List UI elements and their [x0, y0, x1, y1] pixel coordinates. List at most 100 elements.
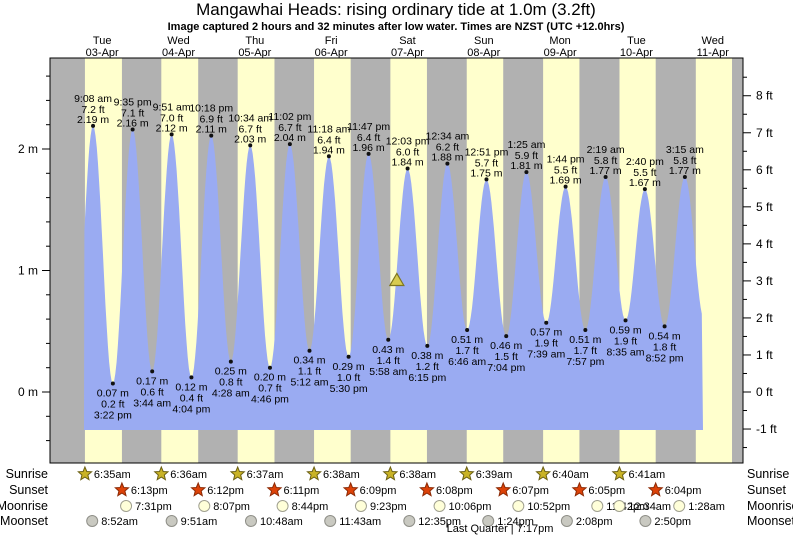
- day-date-label: 06-Apr: [315, 47, 348, 59]
- low-tide-annotation: 0.57 m: [530, 327, 562, 339]
- sunrise-star-icon: [611, 465, 628, 481]
- tide-extreme-dot: [326, 154, 331, 159]
- high-tide-annotation: 6.9 ft: [200, 114, 223, 126]
- day-date-label: 08-Apr: [467, 47, 500, 59]
- high-tide-annotation: 2.11 m: [196, 124, 228, 136]
- moonset-time: 8:52am: [101, 516, 138, 528]
- high-tide-annotation: 7.0 ft: [160, 112, 183, 124]
- high-tide-annotation: 9:51 am: [153, 101, 191, 113]
- sunrise-star-icon: [77, 465, 93, 481]
- day-weekday-label: Wed: [167, 35, 189, 47]
- sunrise-time: 6:41am: [628, 469, 665, 481]
- sunset-star-icon: [114, 481, 130, 497]
- sunset-time: 6:11pm: [283, 485, 319, 497]
- high-tide-annotation: 12:03 pm: [386, 135, 430, 147]
- low-tide-annotation: 0.07 m: [97, 387, 129, 399]
- day-weekday-label: Tue: [93, 35, 112, 47]
- tide-extreme-dot: [465, 328, 470, 333]
- high-tide-annotation: 5.8 ft: [594, 155, 617, 167]
- day-date-label: 11-Apr: [697, 47, 730, 59]
- high-tide-annotation: 10:34 am: [228, 112, 272, 124]
- sunrise-time: 6:35am: [94, 469, 131, 481]
- low-tide-annotation: 0.25 m: [215, 366, 247, 378]
- tide-extreme-dot: [563, 184, 568, 189]
- tide-extreme-dot: [169, 132, 174, 137]
- current-tide-marker: [388, 272, 405, 287]
- day-weekday-label: Thu: [245, 35, 264, 47]
- high-tide-annotation: 10:18 pm: [189, 103, 233, 115]
- high-tide-annotation: 1.84 m: [392, 156, 424, 168]
- low-tide-annotation: 1.8 ft: [653, 341, 676, 353]
- moonrise-time: 1:28am: [688, 501, 725, 513]
- low-tide-annotation: 0.29 m: [333, 361, 365, 373]
- high-tide-annotation: 9:08 am: [74, 93, 112, 105]
- chart-subtitle: Image captured 2 hours and 32 minutes af…: [168, 21, 625, 33]
- moonrise-time: 10:06pm: [449, 501, 492, 513]
- tide-extreme-dot: [189, 375, 194, 380]
- sunrise-star-icon: [535, 465, 552, 481]
- high-tide-annotation: 5.8 ft: [673, 155, 696, 167]
- astro-rows: 6:35am 6:36am 6:37am 6:38am 6:38am 6:39am 6:40…: [77, 465, 725, 528]
- tide-extreme-dot: [682, 174, 687, 179]
- moonset-icon: [324, 515, 337, 527]
- high-tide-annotation: 6.4 ft: [317, 134, 340, 146]
- day-date-label: 09-Apr: [544, 47, 577, 59]
- moonrise-icon: [673, 500, 686, 512]
- right-axis-label: 3 ft: [756, 274, 773, 288]
- day-date-label: 05-Apr: [238, 47, 271, 59]
- high-tide-annotation: 6.0 ft: [396, 146, 419, 158]
- sunrise-time: 6:39am: [476, 469, 513, 481]
- high-tide-annotation: 11:02 pm: [268, 111, 311, 123]
- tide-extreme-dot: [603, 174, 608, 179]
- high-tide-annotation: 6.7 ft: [239, 123, 262, 135]
- low-tide-annotation: 1.4 ft: [377, 355, 400, 367]
- low-tide-annotation: 0.8 ft: [219, 377, 242, 389]
- moonrise-icon: [120, 500, 133, 512]
- low-tide-annotation: 0.51 m: [451, 334, 483, 346]
- high-tide-annotation: 5.5 ft: [554, 165, 577, 177]
- tide-extreme-dot: [366, 151, 371, 156]
- high-tide-annotation: 6.2 ft: [436, 142, 459, 154]
- sunset-time: 6:08pm: [436, 485, 473, 497]
- moonrise-icon: [354, 500, 367, 512]
- tide-extreme-dot: [287, 142, 292, 147]
- day-date-label: 10-Apr: [620, 47, 653, 59]
- tide-extreme-dot: [524, 170, 529, 175]
- moonrise-time: 8:44pm: [292, 501, 329, 513]
- day-weekday-label: Wed: [702, 35, 724, 47]
- high-tide-annotation: 1:44 pm: [547, 154, 585, 166]
- moonrise-icon: [512, 500, 525, 512]
- tide-extreme-dot: [662, 324, 667, 329]
- tide-extreme-dot: [267, 365, 272, 370]
- high-tide-annotation: 6.7 ft: [278, 122, 301, 134]
- right-axis-label: 1 ft: [756, 348, 773, 362]
- right-axis-label: 2 ft: [756, 311, 773, 325]
- day-date-label: 03-Apr: [86, 47, 119, 59]
- low-tide-annotation: 0.43 m: [372, 344, 404, 356]
- tide-extreme-dot: [228, 359, 233, 364]
- moonset-row-label-left: Moonset: [0, 514, 48, 528]
- tide-extreme-dot: [544, 320, 549, 325]
- day-weekday-label: Fri: [325, 35, 338, 47]
- tide-extreme-dot: [91, 123, 96, 128]
- low-tide-annotation: 3:44 am: [133, 397, 171, 409]
- day-date-label: 04-Apr: [162, 47, 195, 59]
- high-tide-annotation: 2.12 m: [156, 122, 188, 134]
- moonset-icon: [482, 515, 495, 527]
- high-tide-annotation: 11:47 pm: [347, 121, 390, 133]
- low-tide-annotation: 0.51 m: [569, 334, 601, 346]
- tide-extreme-dot: [209, 133, 214, 138]
- sunrise-time: 6:38am: [399, 469, 436, 481]
- high-tide-annotation: 2.03 m: [234, 133, 266, 145]
- chart-title: Mangawhai Heads: rising ordinary tide at…: [196, 0, 596, 19]
- low-tide-annotation: 1.7 ft: [574, 345, 597, 357]
- tide-extreme-dot: [150, 369, 155, 374]
- high-tide-annotation: 1:25 am: [507, 139, 545, 151]
- sunrise-time: 6:38am: [323, 469, 360, 481]
- high-tide-annotation: 2:40 pm: [626, 156, 664, 168]
- sunrise-time: 6:37am: [247, 469, 284, 481]
- moonset-time: 9:51am: [181, 516, 218, 528]
- low-tide-annotation: 7:04 pm: [487, 362, 525, 374]
- sunset-star-icon: [647, 481, 664, 497]
